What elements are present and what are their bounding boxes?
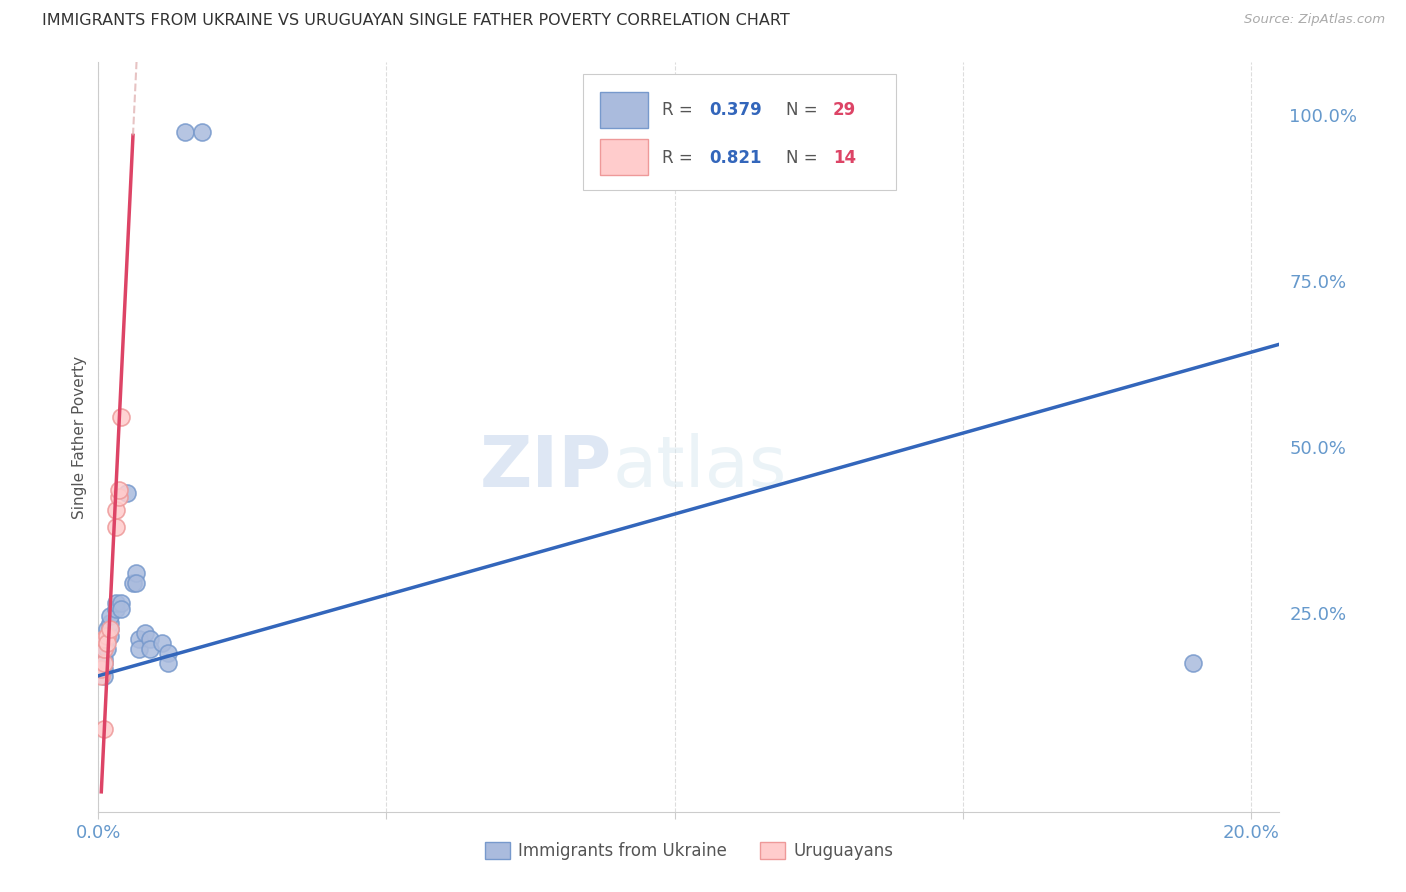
Point — [93, 722, 115, 736]
Text: atlas: atlas — [612, 433, 786, 501]
Text: 29: 29 — [832, 101, 856, 119]
Point — [110, 596, 132, 610]
Point — [104, 596, 127, 610]
Text: ZIP: ZIP — [479, 433, 612, 501]
Text: Source: ZipAtlas.com: Source: ZipAtlas.com — [1244, 13, 1385, 27]
Point — [156, 646, 179, 660]
Text: R =: R = — [662, 101, 697, 119]
Text: N =: N = — [786, 149, 823, 167]
Text: 0.821: 0.821 — [709, 149, 762, 167]
Point — [110, 602, 132, 616]
Point — [96, 632, 118, 647]
Point — [128, 642, 150, 657]
Text: N =: N = — [786, 101, 823, 119]
Point — [139, 632, 162, 647]
Text: 14: 14 — [832, 149, 856, 167]
Point — [93, 662, 115, 676]
Point — [107, 483, 129, 497]
Point — [98, 623, 121, 637]
Point — [96, 642, 118, 657]
Point — [98, 615, 121, 630]
Point — [93, 669, 115, 683]
Point — [96, 623, 118, 637]
Legend: Immigrants from Ukraine, Uruguayans: Immigrants from Ukraine, Uruguayans — [478, 836, 900, 867]
Point — [93, 642, 115, 657]
Point — [191, 125, 214, 139]
Point — [90, 669, 112, 683]
Bar — [600, 139, 648, 175]
Bar — [600, 92, 648, 128]
Point — [1182, 656, 1205, 670]
Point — [104, 602, 127, 616]
Point — [125, 566, 148, 580]
Point — [104, 519, 127, 533]
Point — [156, 656, 179, 670]
Point — [93, 656, 115, 670]
Point — [110, 410, 132, 425]
Point — [122, 576, 145, 591]
Point — [96, 629, 118, 643]
Point — [107, 490, 129, 504]
FancyBboxPatch shape — [582, 74, 896, 190]
Point — [93, 632, 115, 647]
Text: IMMIGRANTS FROM UKRAINE VS URUGUAYAN SINGLE FATHER POVERTY CORRELATION CHART: IMMIGRANTS FROM UKRAINE VS URUGUAYAN SIN… — [42, 13, 790, 29]
Point — [90, 662, 112, 676]
Y-axis label: Single Father Poverty: Single Father Poverty — [72, 356, 87, 518]
Point — [98, 623, 121, 637]
Point — [96, 635, 118, 649]
Point — [98, 609, 121, 624]
Point — [128, 632, 150, 647]
Text: R =: R = — [662, 149, 697, 167]
Point — [125, 576, 148, 591]
Point — [173, 125, 195, 139]
Point — [104, 503, 127, 517]
Point — [98, 629, 121, 643]
Point — [93, 656, 115, 670]
Point — [115, 486, 138, 500]
Point — [150, 635, 173, 649]
Text: 0.379: 0.379 — [709, 101, 762, 119]
Point — [93, 652, 115, 666]
Point — [139, 642, 162, 657]
Point — [134, 625, 156, 640]
